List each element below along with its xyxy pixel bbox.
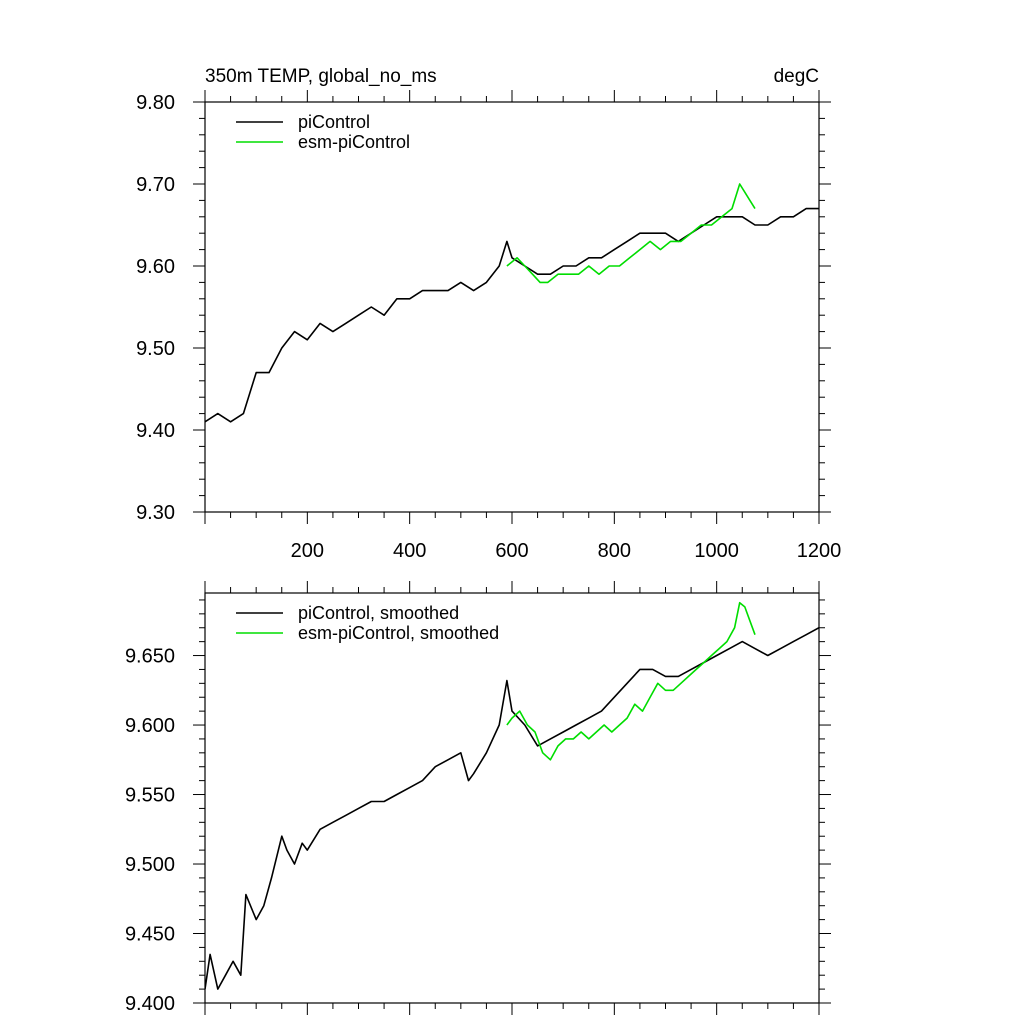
y-tick-label: 9.650 xyxy=(125,646,175,668)
y-tick-label: 9.600 xyxy=(125,715,175,737)
chart-title: 350m TEMP, global_no_ms xyxy=(205,66,437,87)
y-tick-label: 9.40 xyxy=(136,420,175,442)
x-tick-label: 1000 xyxy=(694,540,739,562)
legend-label: esm-piControl, smoothed xyxy=(298,623,499,643)
y-tick-label: 9.80 xyxy=(136,92,175,114)
x-tick-label: 800 xyxy=(598,540,631,562)
plot-frame xyxy=(204,101,820,513)
series-line-esm-picontrol-smoothed xyxy=(506,601,756,761)
x-tick-label: 200 xyxy=(291,540,324,562)
legend-label: piControl xyxy=(298,112,370,132)
y-tick-label: 9.450 xyxy=(125,924,175,946)
y-tick-label: 9.30 xyxy=(136,502,175,524)
top-panel: 9.30 9.40 9.50 9.60 9.70 9.80 200 400 600 800 1000… xyxy=(136,66,841,562)
plot-frame xyxy=(204,592,820,1004)
y-tick-label: 9.500 xyxy=(125,854,175,876)
y-tick-label: 9.550 xyxy=(125,785,175,807)
chart-units: degC xyxy=(774,66,819,87)
y-tick-label: 9.50 xyxy=(136,338,175,360)
y-tick-label: 9.70 xyxy=(136,174,175,196)
y-tick-label: 9.400 xyxy=(125,993,175,1015)
x-tick-label: 400 xyxy=(393,540,426,562)
x-tick-label: 1200 xyxy=(797,540,842,562)
series-line-picontrol-smoothed xyxy=(205,626,819,990)
series-line-esm-picontrol xyxy=(506,183,756,284)
y-tick-label: 9.60 xyxy=(136,256,175,278)
legend-label: esm-piControl xyxy=(298,132,410,152)
series-line-picontrol xyxy=(205,207,819,423)
bottom-panel: 9.400 9.450 9.500 9.550 9.600 9.650 piControl,… xyxy=(125,581,831,1015)
legend-label: piControl, smoothed xyxy=(298,603,459,623)
x-tick-label: 600 xyxy=(495,540,528,562)
